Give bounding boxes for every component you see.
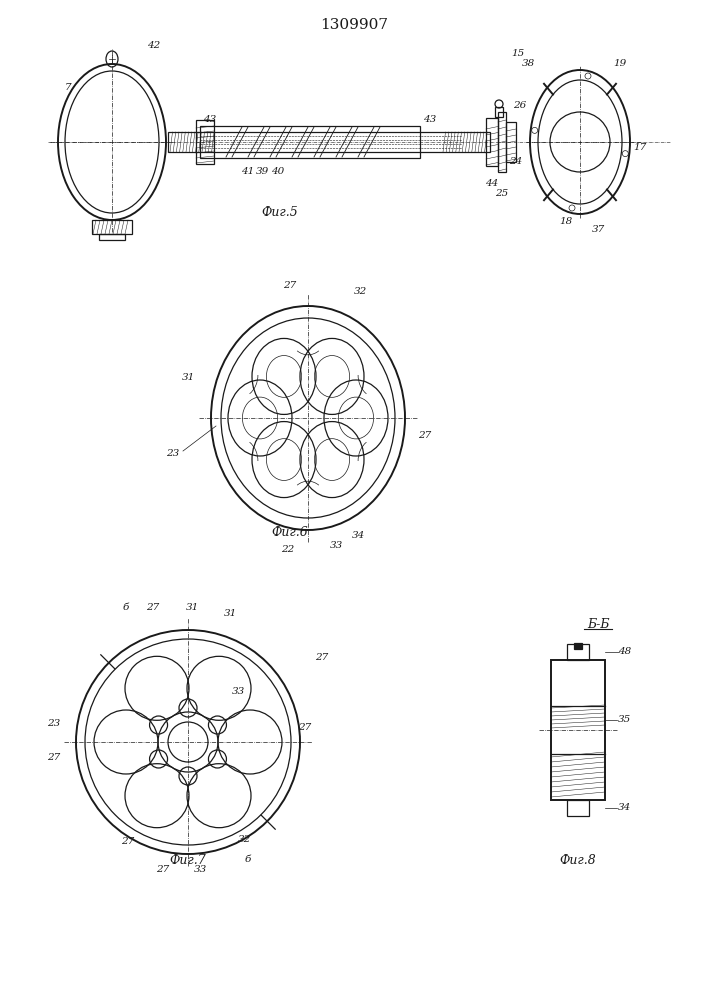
Text: 26: 26: [513, 102, 527, 110]
Text: 23: 23: [47, 720, 61, 728]
Text: 38: 38: [521, 60, 534, 68]
Text: 42: 42: [147, 41, 160, 50]
Text: 31: 31: [187, 603, 199, 612]
Text: Фиг.7: Фиг.7: [170, 854, 206, 866]
Text: 43: 43: [204, 115, 216, 124]
Bar: [551, 660, 605, 800]
Text: 31: 31: [223, 609, 237, 618]
Text: 19: 19: [614, 60, 626, 68]
Text: 27: 27: [315, 654, 329, 662]
Text: 32: 32: [354, 286, 367, 296]
Text: 24: 24: [509, 157, 522, 166]
Text: 27: 27: [419, 432, 432, 440]
Bar: [92, 220, 132, 234]
Bar: [99, 234, 125, 240]
Text: 35: 35: [619, 716, 631, 724]
Text: 33: 33: [194, 865, 206, 874]
Text: 48: 48: [619, 648, 631, 656]
Text: Б-Б: Б-Б: [587, 617, 609, 631]
Text: 23: 23: [166, 448, 180, 458]
Bar: [567, 644, 589, 660]
Text: 34: 34: [619, 804, 631, 812]
Text: б: б: [245, 854, 251, 863]
Text: 27: 27: [122, 838, 134, 846]
Text: 17: 17: [633, 142, 647, 151]
Text: 27: 27: [298, 722, 312, 732]
Text: 7: 7: [64, 83, 71, 92]
Bar: [495, 107, 503, 117]
Text: 27: 27: [47, 752, 61, 762]
Text: 22: 22: [281, 546, 295, 554]
Text: 37: 37: [591, 226, 604, 234]
Text: 27: 27: [156, 865, 170, 874]
Bar: [196, 120, 214, 164]
Text: Фиг.6: Фиг.6: [271, 526, 308, 540]
Text: 34: 34: [351, 532, 365, 540]
Bar: [168, 132, 490, 152]
Text: б: б: [123, 603, 129, 612]
Text: 27: 27: [146, 603, 160, 612]
Text: 43: 43: [423, 115, 437, 124]
Bar: [567, 800, 589, 816]
Text: 40: 40: [271, 167, 285, 176]
Text: 27: 27: [284, 282, 297, 290]
Text: 18: 18: [559, 218, 573, 227]
Text: 1309907: 1309907: [320, 18, 388, 32]
Text: Фиг.8: Фиг.8: [560, 854, 597, 866]
Text: 44: 44: [486, 180, 498, 188]
Bar: [486, 118, 498, 166]
Text: 33: 33: [231, 688, 245, 696]
Text: Фиг.5: Фиг.5: [262, 206, 298, 219]
Text: 33: 33: [329, 540, 343, 550]
Text: 41: 41: [241, 167, 255, 176]
Bar: [498, 112, 506, 172]
Text: 25: 25: [496, 190, 508, 198]
Text: 39: 39: [255, 167, 269, 176]
Text: 32: 32: [238, 834, 250, 844]
Bar: [574, 643, 582, 649]
Text: 15: 15: [511, 49, 525, 58]
Bar: [506, 122, 516, 162]
Text: 31: 31: [182, 373, 196, 382]
Bar: [200, 126, 420, 158]
